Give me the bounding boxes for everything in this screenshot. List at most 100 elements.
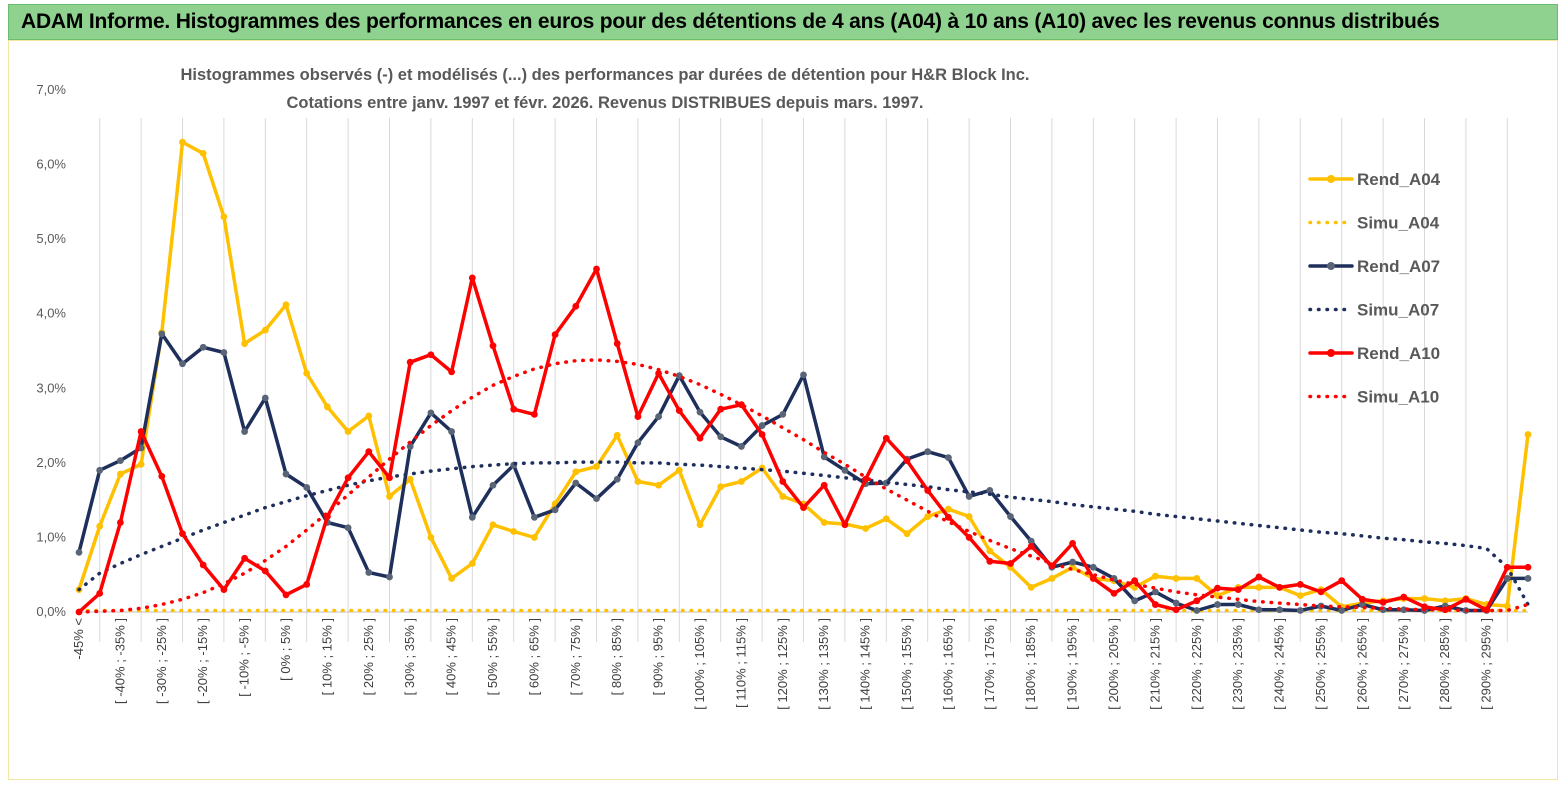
data-point-rend-a10 <box>220 586 228 594</box>
data-point-rend-a07 <box>841 466 849 474</box>
data-point-rend-a04 <box>924 513 932 520</box>
data-point-rend-a07 <box>117 457 124 465</box>
data-point-rend-a10 <box>468 274 476 282</box>
data-point-rend-a04 <box>137 460 145 468</box>
data-point-rend-a04 <box>1193 575 1201 582</box>
data-point-rend-a10 <box>1172 606 1180 614</box>
data-point-rend-a10 <box>365 448 373 456</box>
data-point-rend-a07 <box>199 343 207 351</box>
data-point-rend-a10 <box>1214 584 1221 592</box>
data-point-rend-a10 <box>800 504 807 511</box>
data-point-rend-a04 <box>220 213 228 221</box>
data-point-rend-a04 <box>282 301 290 309</box>
data-point-rend-a04 <box>427 534 435 541</box>
data-point-rend-a10 <box>675 407 683 415</box>
x-tick-label: [ 280% ; 285% ] <box>1437 618 1452 710</box>
data-point-rend-a10 <box>96 589 104 597</box>
data-point-rend-a07 <box>551 506 559 514</box>
data-point-rend-a04 <box>117 470 124 478</box>
data-point-rend-a10 <box>1110 589 1118 597</box>
data-point-rend-a04 <box>675 466 683 474</box>
data-point-rend-a04 <box>344 428 352 435</box>
x-tick-label: [ 10% ; 15% ] <box>319 618 334 695</box>
data-point-rend-a10 <box>945 513 952 521</box>
x-tick-label: -45% < <box>71 618 86 660</box>
data-point-rend-a04 <box>613 431 621 439</box>
data-point-rend-a07 <box>489 481 497 489</box>
data-point-rend-a04 <box>1296 592 1304 599</box>
x-tick-label: [ 140% ; 145% ] <box>858 618 873 710</box>
chart-title-block: Histogrammes observés (-) et modélisés (… <box>180 66 1029 112</box>
data-point-rend-a07 <box>1338 607 1346 614</box>
data-point-rend-a07 <box>779 410 787 418</box>
x-tick-label: [ 120% ; 125% ] <box>775 618 790 710</box>
data-point-rend-a07 <box>986 487 994 494</box>
legend-marker <box>1327 175 1335 183</box>
x-tick-label: [ 50% ; 55% ] <box>485 618 500 695</box>
data-point-rend-a07 <box>427 409 435 417</box>
x-tick-label: [ 230% ; 235% ] <box>1230 618 1245 710</box>
data-point-rend-a10 <box>841 521 849 529</box>
data-point-rend-a07 <box>1027 537 1035 545</box>
data-point-rend-a07 <box>241 428 249 435</box>
x-tick-label: [ 220% ; 225% ] <box>1189 618 1204 710</box>
legend-marker <box>1327 262 1335 270</box>
data-point-rend-a10 <box>1317 588 1325 596</box>
data-point-rend-a07 <box>303 484 311 491</box>
data-point-rend-a04 <box>945 505 952 513</box>
data-point-rend-a04 <box>1524 431 1532 438</box>
data-point-rend-a07 <box>613 475 621 483</box>
chart-subtitle: Cotations entre janv. 1997 et févr. 2026… <box>286 94 923 112</box>
data-point-rend-a07 <box>924 448 932 456</box>
data-point-rend-a10 <box>489 342 497 350</box>
x-tick-label: [ 0% ; 5% ] <box>278 618 293 681</box>
data-point-rend-a10 <box>758 431 766 438</box>
data-point-rend-a10 <box>903 457 911 465</box>
y-tick-label: 5,0% <box>36 231 66 246</box>
data-point-rend-a07 <box>820 453 828 461</box>
y-tick-label: 0,0% <box>36 604 66 619</box>
x-tick-label: [ 270% ; 275% ] <box>1396 618 1411 710</box>
data-point-rend-a10 <box>882 434 890 442</box>
data-point-rend-a10 <box>1503 563 1511 571</box>
x-tick-label: [ 150% ; 155% ] <box>899 618 914 710</box>
y-tick-label: 4,0% <box>36 306 66 321</box>
data-point-rend-a10 <box>593 265 600 273</box>
data-point-rend-a07 <box>1255 606 1263 614</box>
data-point-rend-a07 <box>1193 607 1201 614</box>
series-lines <box>75 138 1532 616</box>
data-point-rend-a10 <box>862 475 869 483</box>
data-point-rend-a07 <box>96 466 104 474</box>
report-header-title: ADAM Informe. Histogrammes des performan… <box>8 4 1558 40</box>
data-point-rend-a07 <box>1007 513 1014 520</box>
x-tick-label: [ 90% ; 95% ] <box>651 618 666 695</box>
data-point-rend-a07 <box>1131 597 1139 605</box>
data-point-rend-a07 <box>1214 601 1221 608</box>
data-point-rend-a04 <box>903 530 911 538</box>
data-point-rend-a10 <box>1152 601 1159 608</box>
data-point-rend-a10 <box>924 487 932 494</box>
data-point-rend-a10 <box>1296 581 1304 588</box>
data-point-rend-a07 <box>1069 558 1076 566</box>
data-point-rend-a04 <box>572 468 580 476</box>
data-point-rend-a10 <box>1007 560 1014 567</box>
data-point-rend-a04 <box>1048 575 1056 582</box>
data-point-rend-a07 <box>261 394 269 402</box>
data-point-rend-a04 <box>448 575 455 582</box>
data-point-rend-a04 <box>1421 595 1428 602</box>
data-point-rend-a07 <box>945 454 952 462</box>
data-point-rend-a07 <box>1234 601 1242 608</box>
data-point-rend-a10 <box>427 351 435 359</box>
data-point-rend-a04 <box>593 463 600 470</box>
data-point-rend-a07 <box>738 443 745 450</box>
data-point-rend-a10 <box>655 369 662 377</box>
data-point-rend-a04 <box>655 481 662 489</box>
data-point-rend-a07 <box>572 479 580 487</box>
y-tick-label: 1,0% <box>36 529 66 544</box>
x-tick-label: [ 240% ; 245% ] <box>1272 618 1287 710</box>
data-point-rend-a04 <box>261 326 269 334</box>
data-point-rend-a10 <box>510 405 518 413</box>
data-point-rend-a07 <box>965 493 973 500</box>
data-point-rend-a10 <box>241 554 249 562</box>
x-tick-label: [ 160% ; 165% ] <box>940 618 955 710</box>
